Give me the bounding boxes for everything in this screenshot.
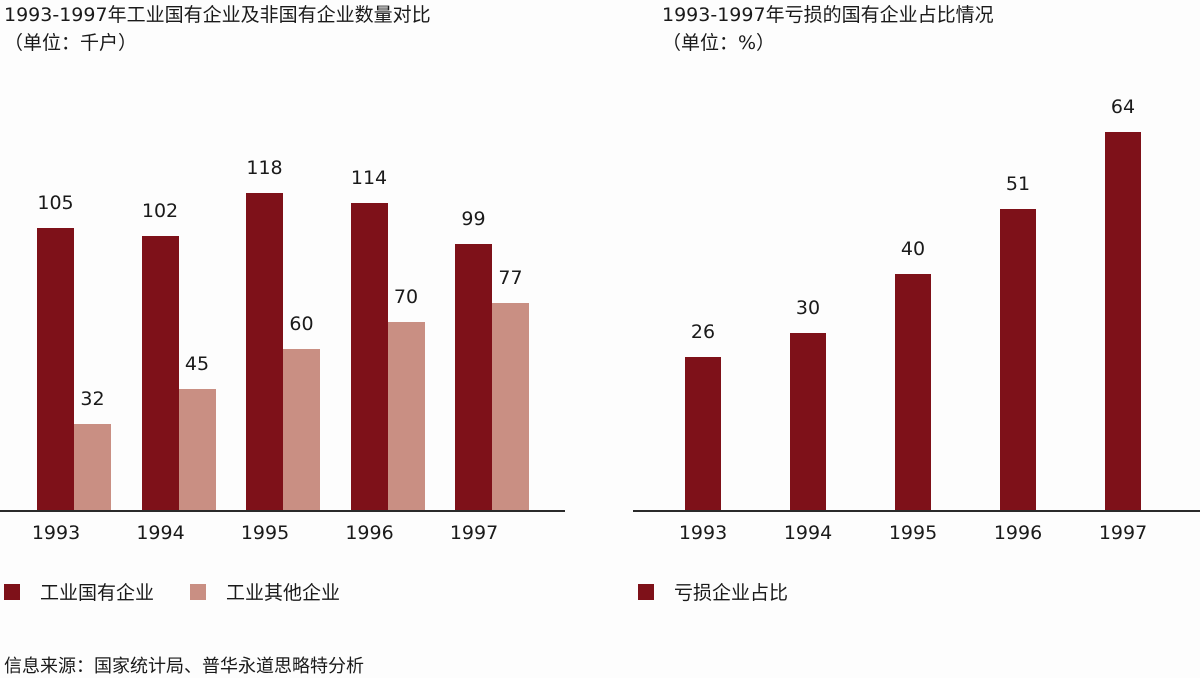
- bar-1995-state: [246, 192, 283, 510]
- data-label: 60: [289, 312, 314, 335]
- right-legend: 亏损企业占比: [638, 578, 824, 605]
- left-chart-title: 1993-1997年工业国有企业及非国有企业数量对比: [4, 4, 431, 26]
- right-x-axis: [633, 510, 1200, 512]
- right-chart-title: 1993-1997年亏损的国有企业占比情况: [662, 4, 994, 26]
- x-tick-label: 1997: [449, 522, 499, 544]
- data-label: 105: [37, 191, 74, 214]
- data-label: 30: [795, 297, 821, 319]
- x-tick-label: 1993: [31, 522, 81, 544]
- bar-1995-other: [283, 348, 320, 510]
- left-plot-area: 105 32 102 45 118 60 114 70 99 77: [0, 0, 570, 510]
- bar-1993-loss: [685, 356, 721, 510]
- data-label: 40: [900, 238, 926, 260]
- x-tick-label: 1996: [993, 522, 1043, 544]
- data-label: 77: [498, 266, 523, 289]
- legend-swatch-loss: [638, 583, 654, 600]
- data-label: 114: [350, 167, 388, 190]
- legend-label-state: 工业国有企业: [40, 582, 155, 604]
- x-tick-label: 1995: [240, 522, 290, 544]
- bar-1997-loss: [1105, 132, 1141, 510]
- right-chart-unit: （单位：%）: [662, 32, 776, 54]
- data-label: 26: [690, 320, 716, 343]
- data-label: 102: [141, 199, 179, 222]
- legend-swatch-state: [4, 583, 20, 600]
- left-x-axis: [0, 510, 565, 512]
- source-note: 信息来源：国家统计局、普华永道思略特分析: [4, 656, 364, 677]
- x-tick-label: 1997: [1098, 522, 1148, 544]
- bar-1993-state: [37, 227, 74, 510]
- right-bar-chart: 26 30 40 51 64 1993 1994 1995 1996 1997: [630, 0, 1200, 560]
- data-label: 64: [1110, 96, 1136, 119]
- data-label: 45: [184, 352, 210, 375]
- bar-1997-state: [455, 243, 492, 510]
- bar-1994-state: [141, 235, 179, 510]
- legend-item-state: 工业国有企业: [4, 578, 154, 605]
- bar-1997-other: [492, 302, 529, 510]
- bar-1994-loss: [790, 333, 826, 510]
- data-label: 51: [1005, 173, 1031, 196]
- data-label: 32: [80, 387, 105, 410]
- bar-1995-loss: [895, 274, 931, 510]
- x-tick-label: 1994: [783, 522, 833, 544]
- x-tick-label: 1994: [136, 522, 185, 544]
- bar-1994-other: [178, 388, 216, 510]
- bar-1996-state: [350, 203, 388, 510]
- left-bar-chart: 105 32 102 45 118 60 114 70 99 77 1993 1994 1995 199…: [0, 0, 570, 560]
- legend-label-loss: 亏损企业占比: [674, 582, 789, 604]
- bar-1993-other: [74, 423, 111, 510]
- x-tick-label: 1996: [345, 522, 394, 544]
- legend-item-loss: 亏损企业占比: [638, 578, 788, 605]
- right-plot-area: 26 30 40 51 64: [630, 0, 1200, 510]
- legend-label-other: 工业其他企业: [226, 582, 341, 604]
- legend-item-other: 工业其他企业: [190, 578, 340, 605]
- bar-1996-other: [387, 321, 425, 510]
- data-label: 99: [461, 207, 486, 230]
- data-label: 70: [393, 285, 419, 308]
- legend-swatch-other: [190, 583, 207, 600]
- x-tick-label: 1993: [678, 522, 728, 544]
- data-label: 118: [246, 156, 283, 179]
- bar-1996-loss: [1000, 209, 1036, 510]
- left-chart-unit: （单位：千户）: [4, 32, 138, 54]
- x-tick-label: 1995: [888, 522, 938, 544]
- left-legend: 工业国有企业 工业其他企业: [4, 578, 376, 605]
